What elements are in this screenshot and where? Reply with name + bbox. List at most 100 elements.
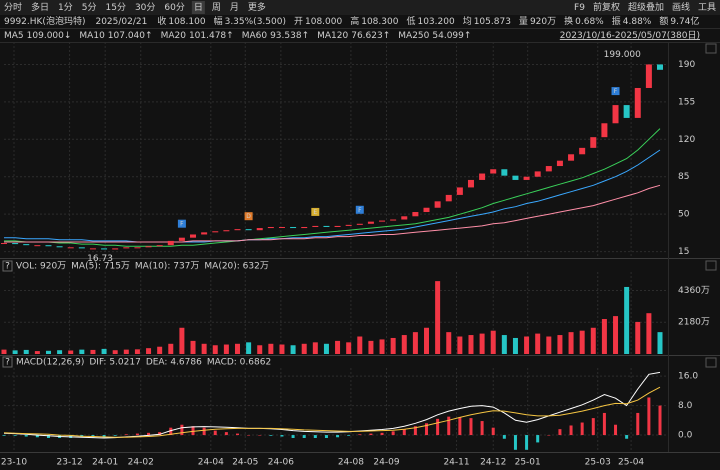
- timeframe-tab[interactable]: 周: [212, 2, 221, 13]
- volume-bar: [657, 332, 663, 354]
- volume-bar: [512, 337, 518, 354]
- indicator-value: DIF: 5.0217: [89, 358, 140, 368]
- macd-bar: [269, 435, 273, 436]
- tool-button[interactable]: 画线: [672, 1, 690, 13]
- tool-button[interactable]: 工具: [698, 2, 716, 13]
- volume-bar: [279, 344, 285, 354]
- y-tick-label: 0.0: [678, 431, 693, 441]
- candle: [123, 247, 130, 249]
- toolbar: [0, 0, 720, 15]
- candle: [423, 207, 430, 213]
- tool-button[interactable]: 前复权: [593, 1, 620, 13]
- candle: [201, 232, 208, 235]
- quote-value: 920万: [530, 17, 556, 27]
- timeframe-tab[interactable]: 1分: [58, 2, 73, 13]
- candle: [290, 226, 297, 229]
- volume-bar: [12, 350, 18, 354]
- macd-bar: [436, 418, 440, 436]
- macd-bar: [447, 416, 451, 436]
- volume-bar: [190, 340, 196, 354]
- macd-bar: [547, 435, 551, 436]
- volume-bar: [112, 350, 118, 354]
- macd-bar: [625, 435, 629, 439]
- tool-button[interactable]: 超级叠加: [628, 1, 664, 13]
- macd-bar: [247, 435, 251, 436]
- timeframe-tab[interactable]: 15分: [106, 2, 126, 13]
- help-icon[interactable]: ?: [5, 262, 10, 272]
- quote-label: 高: [350, 15, 359, 27]
- macd-bar: [480, 421, 484, 436]
- volume-bar: [179, 327, 185, 354]
- volume-bar: [579, 330, 585, 354]
- candle: [323, 225, 330, 227]
- timeframe-tab[interactable]: 30分: [135, 2, 155, 13]
- candle: [101, 248, 108, 250]
- help-icon-box: [2, 260, 13, 272]
- volume-bar: [401, 335, 407, 354]
- quote-value: 0.68%: [575, 17, 604, 27]
- x-tick-label: 24-12: [480, 458, 506, 468]
- volume-bar: [613, 316, 619, 354]
- macd-bar: [458, 417, 462, 436]
- indicator-value: MACD(12,26,9): [16, 358, 84, 368]
- timeframe-tab[interactable]: 更多: [248, 1, 266, 13]
- volume-bar: [123, 349, 129, 354]
- macd-bar: [502, 435, 506, 439]
- candle: [545, 166, 552, 172]
- y-tick-label: 4360万: [678, 286, 710, 296]
- event-marker[interactable]: [355, 205, 364, 214]
- ma-name: MA120: [317, 31, 348, 41]
- help-icon[interactable]: ?: [5, 358, 10, 368]
- candle: [401, 216, 408, 220]
- x-tick-label: 24-04: [198, 458, 224, 468]
- collapse-button[interactable]: [705, 357, 717, 368]
- volume-bar: [446, 332, 452, 354]
- collapse-button[interactable]: [705, 43, 717, 54]
- macd-bar: [658, 405, 662, 436]
- macd-bar: [591, 418, 595, 436]
- timeframe-tab[interactable]: 分时: [4, 1, 22, 13]
- candle: [412, 212, 419, 217]
- candle: [623, 105, 630, 118]
- volume-bar: [435, 281, 441, 354]
- macd-bar: [46, 435, 50, 438]
- candle: [1, 243, 7, 245]
- x-tick-label: 24-08: [338, 458, 364, 468]
- candle: [12, 243, 19, 245]
- indicator-value: MA(10): 737万: [135, 262, 199, 272]
- event-marker[interactable]: [177, 219, 186, 228]
- timeframe-tab[interactable]: 多日: [31, 1, 49, 13]
- quote-value: 4.88%: [623, 17, 652, 27]
- candle: [434, 201, 441, 208]
- tool-button[interactable]: F9: [574, 3, 585, 13]
- candle: [145, 246, 152, 248]
- quote-value: 9.74亿: [670, 15, 699, 27]
- timeframe-tab[interactable]: 5分: [82, 2, 97, 13]
- macd-bar: [13, 435, 17, 436]
- timeframe-tab[interactable]: 60分: [164, 2, 184, 13]
- x-tick-label: 24-05: [232, 458, 258, 468]
- macd-bar: [469, 418, 473, 436]
- macd-bar: [369, 433, 373, 436]
- event-marker-label: D: [246, 213, 251, 220]
- macd-bar: [636, 412, 640, 436]
- event-marker[interactable]: [611, 87, 620, 96]
- macd-bar: [147, 432, 151, 436]
- candle: [34, 245, 41, 247]
- event-marker[interactable]: [244, 212, 253, 221]
- candle: [556, 160, 563, 167]
- volume-bar: [34, 351, 40, 354]
- macd-bar: [113, 435, 117, 436]
- volume-bar: [223, 344, 229, 354]
- volume-bar: [479, 333, 485, 354]
- x-tick-label: 24-02: [128, 458, 154, 468]
- collapse-button[interactable]: [705, 260, 717, 271]
- macd-bar: [2, 435, 6, 436]
- volume-bar: [157, 346, 163, 354]
- volume-bar: [468, 335, 474, 354]
- volume-bar: [601, 319, 607, 354]
- event-marker[interactable]: [311, 207, 320, 216]
- timeframe-tab[interactable]: 月: [230, 2, 239, 13]
- timeframe-tab[interactable]: 日: [194, 2, 203, 13]
- macd-bar: [491, 427, 495, 436]
